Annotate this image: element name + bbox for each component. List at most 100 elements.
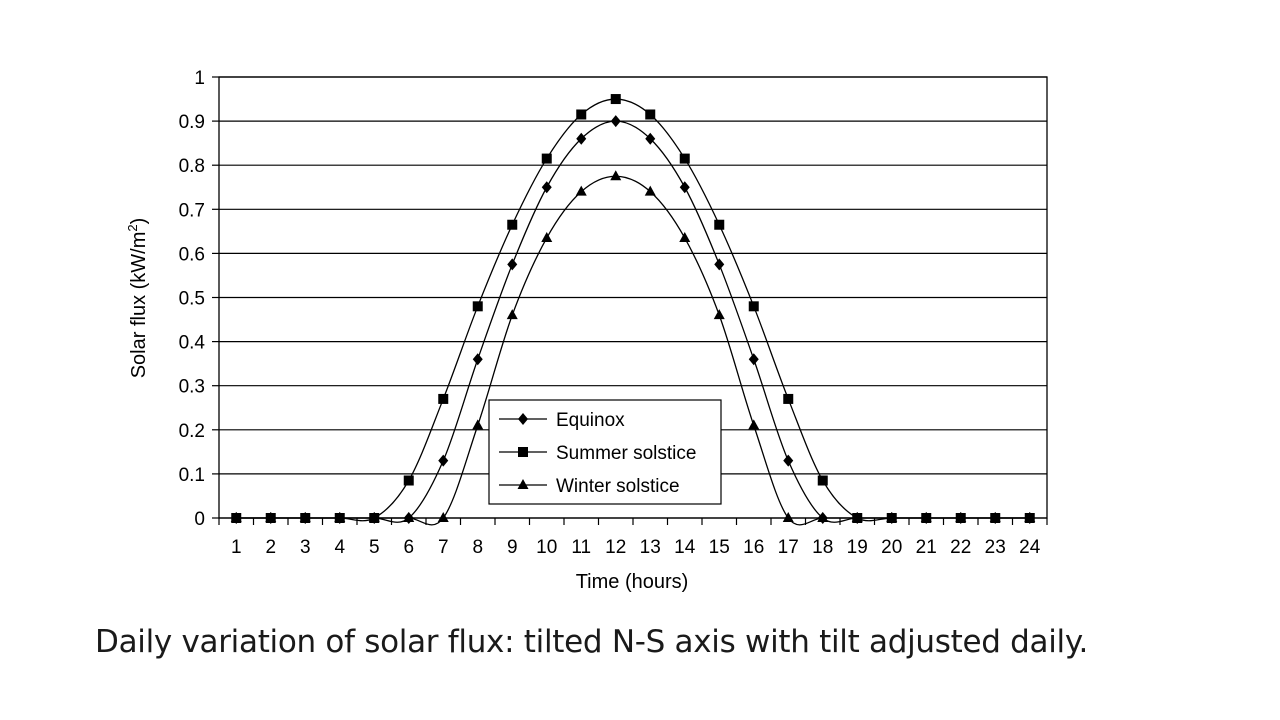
data-point-square (714, 219, 725, 230)
data-point-square (783, 393, 794, 404)
data-point-triangle (230, 512, 242, 522)
data-point-diamond (507, 258, 518, 271)
data-point-square (438, 393, 449, 404)
data-point-square (541, 153, 552, 164)
data-point-diamond (679, 181, 690, 194)
data-point-triangle (644, 185, 656, 196)
x-tick-label: 6 (403, 537, 414, 558)
data-point-square (610, 94, 621, 105)
data-point-square (679, 153, 690, 164)
data-point-square (507, 219, 518, 230)
y-tick-label: 0.8 (179, 156, 205, 177)
data-point-triangle (713, 309, 725, 320)
x-tick-label: 16 (743, 537, 764, 558)
data-point-square (817, 475, 828, 486)
legend: Equinox Summer solstice Winter solstice (488, 399, 722, 505)
y-tick-label: 0.3 (179, 377, 205, 398)
data-point-triangle (851, 512, 863, 522)
data-point-triangle (1024, 512, 1036, 522)
x-tick-label: 10 (536, 537, 557, 558)
data-point-triangle (299, 512, 311, 522)
x-tick-label: 3 (300, 537, 311, 558)
data-point-triangle (782, 512, 794, 522)
data-point-triangle (955, 512, 967, 522)
x-tick-label: 19 (847, 537, 868, 558)
x-tick-label: 9 (507, 537, 518, 558)
x-tick-label: 22 (950, 537, 971, 558)
data-series (230, 94, 1036, 526)
legend-item: Equinox (499, 410, 625, 431)
data-point-square (403, 475, 414, 486)
y-tick-label: 0 (194, 509, 205, 530)
data-point-triangle (920, 512, 932, 522)
legend-label: Equinox (556, 410, 625, 431)
legend-item: Winter solstice (499, 476, 680, 497)
y-tick-label: 0.1 (179, 465, 205, 486)
y-axis-title-superscript: 2 (125, 224, 140, 231)
x-tick-label: 12 (605, 537, 626, 558)
y-tick-label: 0.2 (179, 421, 205, 442)
x-tick-label: 14 (674, 537, 696, 558)
data-point-square (748, 301, 759, 312)
data-point-diamond (541, 181, 552, 194)
data-point-triangle (817, 512, 829, 522)
x-tick-label: 18 (812, 537, 833, 558)
x-tick-label: 4 (334, 537, 345, 558)
data-point-triangle (886, 512, 898, 522)
y-axis-title-tail: ) (128, 218, 150, 225)
data-point-square (472, 301, 483, 312)
x-tick-label: 1 (231, 537, 242, 558)
figure-caption: Daily variation of solar flux: tilted N-… (95, 624, 1089, 660)
y-axis-title-main: Solar flux (kW/m (128, 232, 150, 379)
y-tick-label: 0.4 (179, 333, 206, 354)
legend-marker-triangle (517, 479, 529, 489)
y-tick-label: 0.9 (179, 112, 205, 133)
x-tick-label: 13 (640, 537, 661, 558)
x-tick-label: 11 (571, 537, 591, 558)
y-tick-label: 0.5 (179, 289, 205, 310)
legend-label: Summer solstice (556, 443, 696, 464)
x-axis-title: Time (hours) (576, 571, 689, 593)
data-point-triangle (575, 185, 587, 196)
data-point-triangle (368, 512, 380, 522)
x-tick-label: 21 (916, 537, 937, 558)
data-point-diamond (576, 132, 587, 145)
data-point-diamond (748, 353, 759, 366)
y-tick-label: 1 (194, 68, 205, 89)
data-point-triangle (989, 512, 1001, 522)
data-point-square (645, 109, 656, 120)
y-axis-title: Solar flux (kW/m2) (125, 218, 150, 379)
x-tick-label: 8 (472, 537, 483, 558)
data-point-triangle (334, 512, 346, 522)
data-point-diamond (472, 353, 483, 366)
x-tick-label: 15 (709, 537, 730, 558)
legend-label: Winter solstice (556, 476, 680, 497)
data-point-triangle (610, 170, 622, 181)
data-point-diamond (610, 115, 621, 128)
data-point-triangle (437, 512, 449, 522)
data-point-triangle (506, 309, 518, 320)
data-point-square (576, 109, 587, 120)
x-tick-label: 2 (265, 537, 276, 558)
y-tick-label: 0.7 (179, 200, 205, 221)
x-tick-labels: 1 2 3 4 5 6 7 8 9 10 11 12 13 14 15 16 17 18 19 20 21 22 23 24 (231, 537, 1041, 558)
legend-item: Summer solstice (499, 443, 696, 464)
data-point-triangle (265, 512, 277, 522)
x-tick-label: 20 (881, 537, 902, 558)
data-point-triangle (541, 231, 553, 242)
data-point-triangle (679, 231, 691, 242)
data-point-diamond (714, 258, 725, 271)
y-tick-label: 0.6 (179, 244, 205, 265)
legend-marker-diamond (518, 413, 528, 425)
x-tick-label: 23 (985, 537, 1006, 558)
axes (212, 76, 1048, 525)
x-tick-label: 17 (778, 537, 799, 558)
data-point-triangle (403, 512, 415, 522)
series-triangle (230, 170, 1036, 526)
x-tick-label: 5 (369, 537, 380, 558)
data-point-diamond (438, 454, 449, 467)
data-point-diamond (783, 454, 794, 467)
legend-marker-square (518, 447, 528, 457)
data-point-triangle (748, 419, 760, 430)
